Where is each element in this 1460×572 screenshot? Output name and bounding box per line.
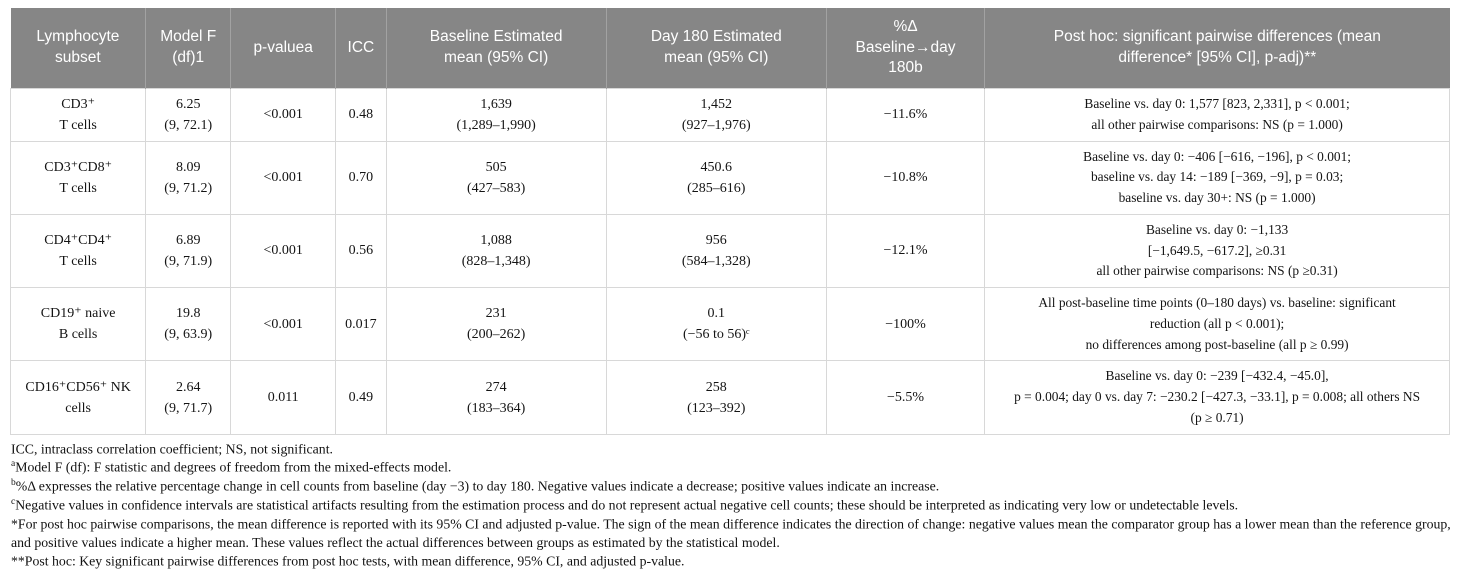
cell-day180-mean: 1,452 (927–1,976): [605, 87, 827, 142]
cell-model-f: 6.25 (9, 72.1): [145, 87, 232, 142]
cell-model-f: 19.8 (9, 63.9): [145, 287, 232, 362]
cell-subset: CD3⁺CD8⁺ T cells: [9, 140, 147, 215]
cell-pct-change: −10.8%: [825, 140, 986, 215]
cell-icc: 0.56: [335, 213, 387, 289]
cell-post-hoc: Baseline vs. day 0: −239 [−432.4, −45.0]…: [984, 360, 1450, 435]
cell-p-value: <0.001: [230, 140, 337, 215]
footnotes-block: ICC, intraclass correlation coefficient;…: [10, 435, 1458, 571]
table-header: Lymphocyte subset Model F (df)1 p-valuea…: [10, 8, 1450, 88]
cell-day180-mean: 258 (123–392): [605, 360, 827, 435]
cell-pct-change: −11.6%: [825, 87, 986, 142]
cell-icc: 0.70: [335, 140, 387, 215]
cell-icc: 0.48: [335, 87, 387, 142]
table-row-cd19-naive-b-cells: CD19⁺ naive B cells 19.8 (9, 63.9) <0.00…: [9, 287, 1450, 362]
cell-baseline-mean: 505 (427–583): [385, 140, 607, 215]
cell-subset: CD16⁺CD56⁺ NK cells: [9, 360, 147, 435]
column-header-day180-mean: Day 180 Estimated mean (95% CI): [605, 8, 827, 88]
footnote-asterisk: *For post hoc pairwise comparisons, the …: [11, 515, 1457, 552]
cell-day180-mean: 0.1 (−56 to 56)ᶜ: [605, 287, 827, 362]
footnote-marker: c: [11, 497, 16, 508]
cell-baseline-mean: 231 (200–262): [385, 287, 607, 362]
cell-pct-change: −100%: [825, 287, 986, 362]
cell-p-value: 0.011: [230, 360, 337, 435]
header-row: Lymphocyte subset Model F (df)1 p-valuea…: [10, 8, 1450, 88]
cell-subset: CD4⁺CD4⁺ T cells: [9, 213, 147, 289]
table-row-cd3-cd8-t-cells: CD3⁺CD8⁺ T cells 8.09 (9, 71.2) <0.001 0…: [9, 140, 1450, 215]
cell-subset: CD3⁺ T cells: [9, 87, 147, 142]
cell-baseline-mean: 274 (183–364): [385, 360, 607, 435]
cell-icc: 0.49: [335, 360, 387, 435]
cell-pct-change: −12.1%: [825, 213, 986, 289]
cell-p-value: <0.001: [230, 287, 337, 362]
table-body: CD3⁺ T cells 6.25 (9, 72.1) <0.001 0.48 …: [9, 87, 1450, 435]
column-header-lymphocyte-subset: Lymphocyte subset: [10, 8, 146, 88]
table-row-cd16-cd56-nk-cells: CD16⁺CD56⁺ NK cells 2.64 (9, 71.7) 0.011…: [9, 360, 1450, 435]
cell-post-hoc: Baseline vs. day 0: −1,133 [−1,649.5, −6…: [984, 213, 1450, 289]
cell-icc: 0.017: [335, 287, 387, 362]
footnote-marker: a: [11, 459, 16, 470]
cell-day180-mean: 450.6 (285–616): [605, 140, 827, 215]
footnote-abbreviations: ICC, intraclass correlation coefficient;…: [11, 440, 1457, 459]
table-row-cd4-cd4-t-cells: CD4⁺CD4⁺ T cells 6.89 (9, 71.9) <0.001 0…: [9, 213, 1450, 289]
footnote-text: Negative values in confidence intervals …: [15, 497, 1239, 513]
cell-model-f: 6.89 (9, 71.9): [145, 213, 232, 289]
column-header-baseline-mean: Baseline Estimated mean (95% CI): [385, 8, 607, 88]
cell-post-hoc: Baseline vs. day 0: −406 [−616, −196], p…: [984, 140, 1450, 215]
column-header-pct-change: %Δ Baseline→day 180b: [825, 8, 985, 88]
cell-model-f: 8.09 (9, 71.2): [145, 140, 232, 215]
footnote-c: cNegative values in confidence intervals…: [11, 496, 1457, 515]
cell-baseline-mean: 1,639 (1,289–1,990): [385, 87, 607, 142]
footnote-b: b%Δ expresses the relative percentage ch…: [11, 477, 1457, 496]
footnote-text: Model F (df): F statistic and degrees of…: [15, 460, 452, 476]
cell-model-f: 2.64 (9, 71.7): [145, 360, 232, 435]
column-header-p-value: p-valuea: [230, 8, 336, 88]
column-header-post-hoc: Post hoc: significant pairwise differenc…: [984, 8, 1450, 88]
cell-p-value: <0.001: [230, 213, 337, 289]
footnote-text: ICC, intraclass correlation coefficient;…: [11, 441, 333, 457]
column-header-icc: ICC: [335, 8, 387, 88]
footnote-marker: b: [11, 478, 16, 489]
table-row-cd3-t-cells: CD3⁺ T cells 6.25 (9, 72.1) <0.001 0.48 …: [9, 87, 1450, 142]
footnote-text: **Post hoc: Key significant pairwise dif…: [11, 553, 685, 569]
column-header-model-f: Model F (df)1: [145, 8, 231, 88]
cell-p-value: <0.001: [230, 87, 337, 142]
lymphocyte-statistics-table: Lymphocyte subset Model F (df)1 p-valuea…: [9, 8, 1450, 435]
cell-subset: CD19⁺ naive B cells: [9, 287, 147, 362]
cell-post-hoc: Baseline vs. day 0: 1,577 [823, 2,331], …: [984, 87, 1450, 142]
footnote-a: aModel F (df): F statistic and degrees o…: [11, 458, 1457, 477]
footnote-text: *For post hoc pairwise comparisons, the …: [11, 516, 1451, 550]
cell-post-hoc: All post-baseline time points (0–180 day…: [984, 287, 1450, 362]
footnote-double-asterisk: **Post hoc: Key significant pairwise dif…: [11, 552, 1457, 571]
cell-baseline-mean: 1,088 (828–1,348): [385, 213, 607, 289]
cell-day180-mean: 956 (584–1,328): [605, 213, 827, 289]
cell-pct-change: −5.5%: [825, 360, 986, 435]
footnote-text: %Δ expresses the relative percentage cha…: [15, 478, 940, 494]
